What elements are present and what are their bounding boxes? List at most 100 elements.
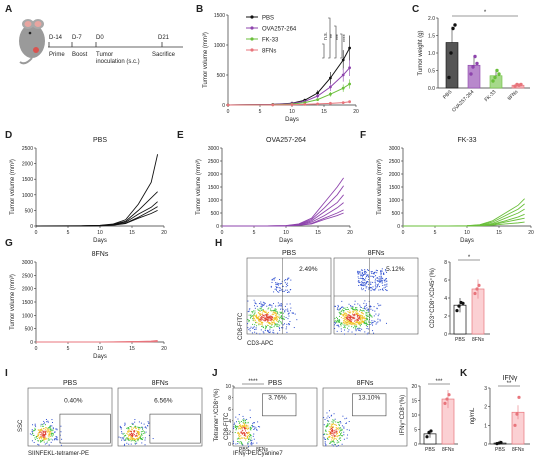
flow-event [271,314,273,316]
flow-event [331,444,333,446]
y-tick-label: 2 [228,430,231,436]
flow-event [366,328,368,330]
flow-event [250,315,252,317]
flow-event [330,423,332,425]
flow-event [276,283,278,285]
flow-event [49,428,51,430]
flow-event [252,424,254,426]
flow-event [119,426,121,428]
flow-event [255,314,257,316]
flow-event [335,424,337,426]
flow-event [288,291,290,293]
flow-event [42,434,44,436]
flow-event [374,288,376,290]
flow-event [333,434,335,436]
flow-event [331,427,333,429]
flow-event [241,443,243,445]
flow-event [42,435,44,437]
y-tick-label: 20 [411,384,417,390]
flow-event [241,437,243,439]
flow-event [329,426,331,428]
flow-event [361,312,363,314]
flow-event [373,320,375,322]
flow-event [357,320,359,322]
flow-event [245,422,247,424]
panel-title: 8FNs [92,251,109,258]
flow-event [376,286,378,288]
flow-event [284,282,286,284]
flow-event [244,424,246,426]
flow-event [44,438,46,440]
flow-event [50,441,52,443]
flow-event [327,438,329,440]
data-dot [461,301,465,305]
schedule-timeline: D-14 D-7 D0 D21 Prime Boost Tumor inocul… [48,35,183,65]
flow-event [358,277,360,279]
flow-event [349,312,351,314]
flow-event [373,315,375,317]
panel-label-g: G [5,238,13,249]
flow-event [254,426,256,428]
flow-event [147,421,149,423]
panel-label-k: K [460,368,468,379]
flow-event [249,439,251,441]
flow-event [259,323,261,325]
flow-event [359,317,361,319]
flow-event [132,423,134,425]
flow-event [252,426,254,428]
flow-event [279,290,281,292]
flow-event [286,289,288,291]
flow-event [342,322,344,324]
data-dot [491,79,495,83]
flow-event [52,434,54,436]
flow-event [350,318,352,320]
flow-event [339,320,341,322]
flow-event [358,329,360,331]
flow-event [264,318,266,320]
flow-event [262,304,264,306]
flow-event [238,435,240,437]
flow-event [357,270,359,272]
flow-event [233,428,235,430]
flow-event [50,438,52,440]
flow-event [261,303,263,305]
flow-event [262,314,264,316]
flow-event [357,321,359,323]
flow-event [331,437,333,439]
flow-event [371,316,373,318]
flow-event [34,423,36,425]
flow-event [126,437,128,439]
flow-event [359,309,361,311]
x-tick-label: 0 [221,230,224,236]
flow-event [323,437,325,439]
flow-event [339,421,341,423]
flow-event [32,434,34,436]
flow-event [331,421,333,423]
flow-event [275,319,277,321]
flow-event [237,418,239,420]
flow-event [360,318,362,320]
flow-event [288,324,290,326]
flow-event [385,284,387,286]
flow-event [361,315,363,317]
flow-event [349,319,351,321]
flow-event [242,426,244,428]
flow-event [238,441,240,443]
flow-event [49,439,51,441]
y-tick-label: 10 [411,413,417,419]
x-tick-label: 15 [129,346,135,352]
flow-event [359,273,361,275]
flow-event [253,326,255,328]
flow-event [274,317,276,319]
flow-event [354,328,356,330]
flow-event [248,314,250,316]
flow-event [288,312,290,314]
flow-event [248,435,250,437]
flow-event [274,312,276,314]
flow-event [262,314,264,316]
flow-event [256,316,258,318]
flow-event [365,317,367,319]
flow-event [354,320,356,322]
flow-event [235,416,237,418]
flow-event [366,274,368,276]
